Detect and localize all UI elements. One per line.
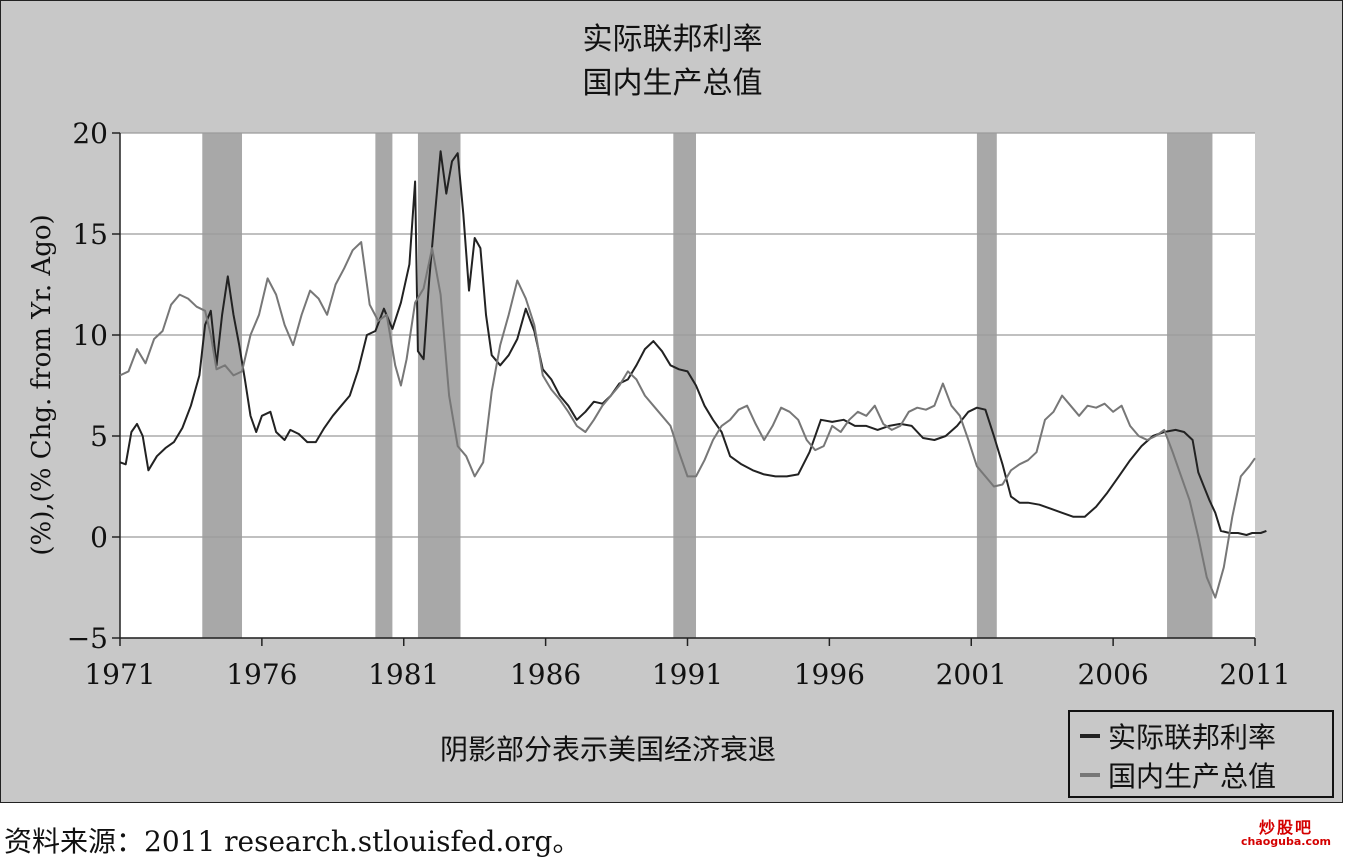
recession-band-4 [976,133,997,638]
y-tick-label-3: 10 [72,319,108,352]
x-tick-label-8: 2011 [1219,658,1290,691]
x-tick-label-0: 1971 [84,658,155,691]
x-tick-label-4: 1991 [652,658,723,691]
x-tick-label-2: 1981 [368,658,439,691]
y-tick-label-4: 15 [72,218,108,251]
x-tick-label-3: 1986 [510,658,581,691]
watermark-line2: chaoguba.com [1240,835,1331,848]
y-tick-label-1: 0 [90,521,108,554]
legend: 实际联邦利率 国内生产总值 [1068,710,1334,798]
recession-band-0 [202,133,243,638]
legend-item-rate: 实际联邦利率 [1080,717,1276,755]
chart-subtitle: 国内生产总值 [582,66,763,101]
x-tick-label-5: 1996 [794,658,865,691]
y-tick-label-5: 20 [72,117,108,150]
recession-band-1 [375,133,393,638]
watermark-line1: 炒股吧 [1258,818,1313,837]
legend-item-gdp: 国内生产总值 [1080,756,1276,794]
x-tick-label-7: 2006 [1077,658,1148,691]
recession-band-5 [1167,133,1213,638]
x-tick-label-1: 1976 [226,658,297,691]
legend-label-gdp: 国内生产总值 [1108,760,1277,793]
chart-title: 实际联邦利率 [582,22,763,57]
plot-svg: −5 0 5 10 15 20 1971 1976 1981 1986 1991 1996 2001 20… [67,117,1291,691]
recession-note: 阴影部分表示美国经济衰退 [440,733,777,766]
y-tick-label-0: −5 [67,622,108,655]
watermark-logo: 炒股吧 chaoguba.com [1240,818,1331,848]
source-note: 资料来源：2011 research.stlouisfed.org。 [4,825,581,858]
x-tick-label-6: 2001 [936,658,1007,691]
series-line-1 [119,241,1256,599]
recession-band-3 [673,133,697,638]
y-tick-label-2: 5 [90,420,108,453]
recession-band-2 [417,133,461,638]
legend-label-rate: 实际联邦利率 [1108,721,1277,754]
legend-swatch-gdp [1080,773,1100,777]
legend-swatch-rate [1080,734,1100,738]
